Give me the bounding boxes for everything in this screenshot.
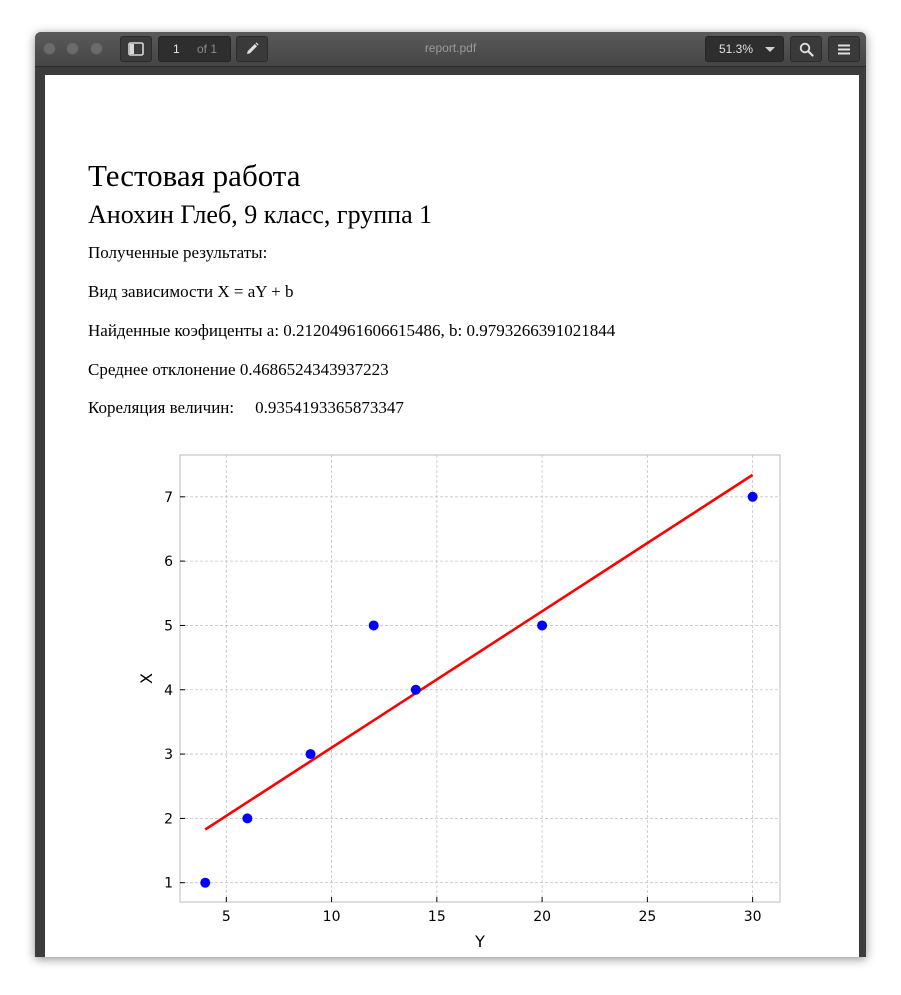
data-point bbox=[747, 491, 758, 502]
sidebar-toggle-icon bbox=[128, 42, 144, 56]
correlation-line: Кореляция величин: 0.9354193365873347 bbox=[88, 398, 404, 418]
coefficients-line: Найденные коэфиценты a: 0.21204961606615… bbox=[88, 321, 616, 340]
pdf-viewer-window: 1 of 1 report.pdf 51.3% bbox=[35, 32, 866, 957]
results-heading: Полученные результаты: bbox=[88, 243, 268, 262]
search-icon bbox=[799, 42, 814, 57]
y-tick-label: 4 bbox=[164, 683, 173, 699]
x-axis-label: Y bbox=[474, 932, 485, 951]
page-total-label: of 1 bbox=[197, 42, 218, 56]
correlation-label: Кореляция величин: bbox=[88, 398, 235, 417]
data-point bbox=[537, 620, 548, 631]
x-tick-label: 5 bbox=[222, 909, 231, 925]
mean-deviation-line: Среднее отклонение 0.4686524343937223 bbox=[88, 360, 389, 379]
page-number-field[interactable]: 1 of 1 bbox=[158, 36, 231, 62]
menu-button[interactable] bbox=[828, 36, 860, 62]
dependency-formula: Вид зависимости X = aY + b bbox=[88, 282, 294, 301]
sidebar-toggle-button[interactable] bbox=[120, 36, 152, 62]
data-point bbox=[200, 877, 211, 888]
y-tick-label: 5 bbox=[164, 618, 173, 634]
hamburger-icon bbox=[838, 44, 850, 54]
x-tick-label: 15 bbox=[428, 909, 446, 925]
window-maximize-button[interactable] bbox=[90, 42, 103, 55]
page-number-input[interactable]: 1 bbox=[173, 42, 180, 56]
data-point bbox=[368, 620, 379, 631]
y-tick-label: 3 bbox=[164, 747, 173, 763]
pencil-icon bbox=[247, 42, 259, 54]
regression-line bbox=[204, 473, 754, 831]
x-tick-label: 25 bbox=[638, 909, 656, 925]
regression-chart: 5 10 15 20 25 30 1 2 3 4 5 6 7 Y X bbox=[137, 454, 781, 951]
data-point bbox=[305, 749, 316, 760]
report-subtitle: Анохин Глеб, 9 класс, группа 1 bbox=[88, 200, 433, 229]
plot-frame bbox=[179, 454, 781, 903]
data-point bbox=[410, 684, 421, 695]
x-tick-label: 30 bbox=[744, 909, 762, 925]
y-tick-label: 2 bbox=[164, 811, 173, 827]
viewer-toolbar: 1 of 1 report.pdf 51.3% bbox=[35, 32, 866, 67]
data-point bbox=[242, 813, 253, 824]
report-title: Тестовая работа bbox=[88, 158, 301, 193]
search-button[interactable] bbox=[790, 36, 822, 62]
y-axis-label: X bbox=[137, 673, 156, 684]
y-tick-label: 6 bbox=[164, 554, 173, 570]
window-minimize-button[interactable] bbox=[66, 42, 79, 55]
pdf-page: Тестовая работа Анохин Глеб, 9 класс, гр… bbox=[45, 75, 859, 957]
zoom-select[interactable]: 51.3% bbox=[705, 36, 784, 62]
zoom-value: 51.3% bbox=[719, 42, 754, 56]
correlation-value: 0.9354193365873347 bbox=[255, 398, 404, 417]
y-tick-label: 1 bbox=[164, 876, 173, 892]
annotate-button[interactable] bbox=[236, 36, 268, 62]
y-tick-label: 7 bbox=[164, 490, 173, 506]
document-title: report.pdf bbox=[424, 41, 477, 55]
chevron-down-icon bbox=[765, 47, 775, 52]
x-tick-label: 20 bbox=[533, 909, 551, 925]
window-close-button[interactable] bbox=[43, 42, 56, 55]
x-tick-label: 10 bbox=[323, 909, 341, 925]
